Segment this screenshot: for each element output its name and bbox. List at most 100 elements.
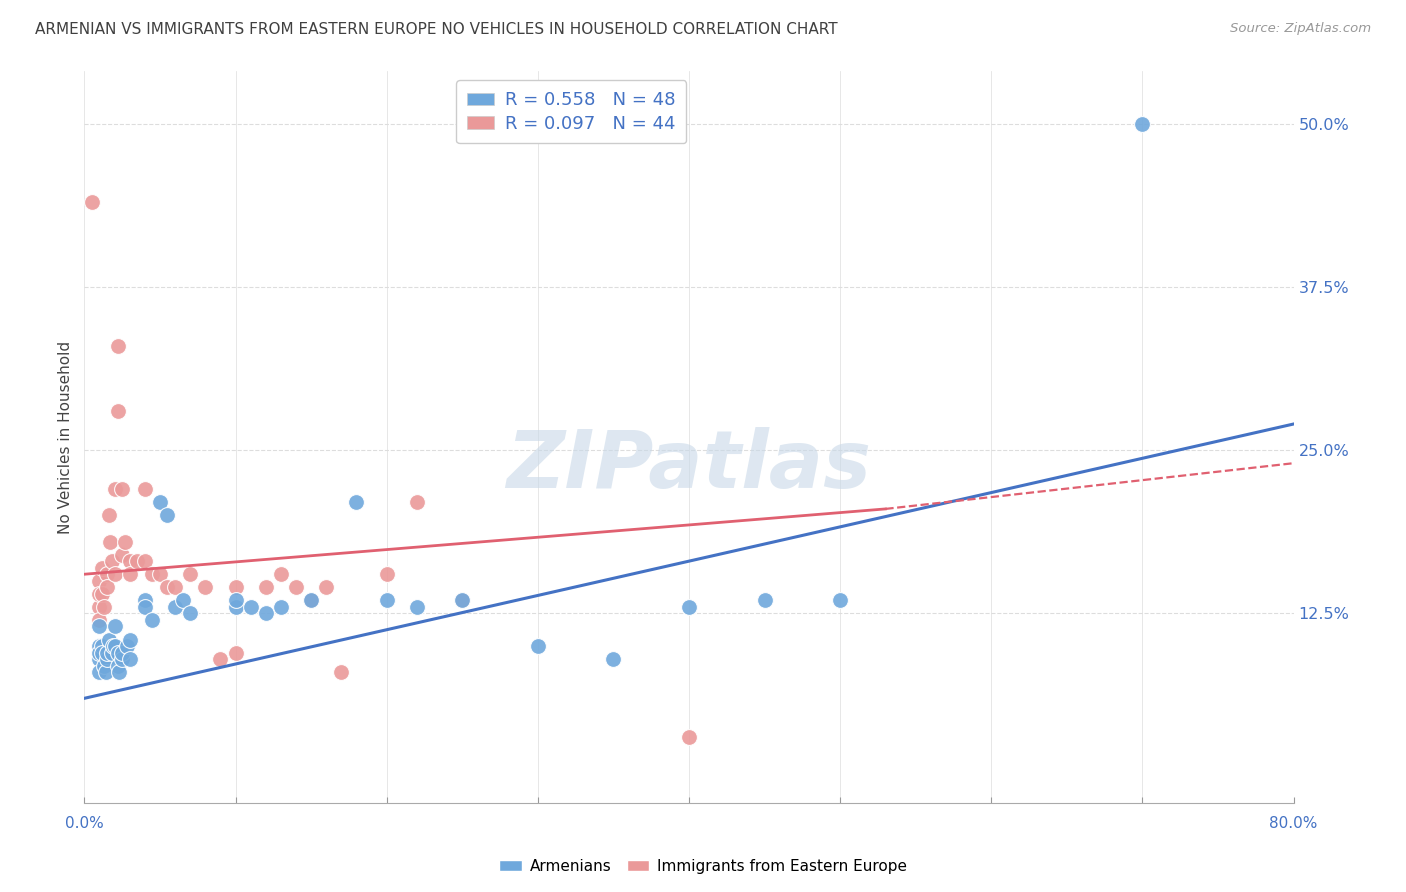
Point (284, 580, 308, 594)
Point (97, 632, 120, 647)
Point (94, 665, 117, 680)
Point (101, 639, 124, 653)
Point (194, 580, 217, 594)
Point (134, 554, 156, 568)
Point (89, 599, 111, 614)
Point (134, 593, 156, 607)
Point (406, 495, 429, 509)
Point (104, 619, 127, 633)
Point (107, 658, 129, 673)
Point (96, 580, 118, 594)
Point (225, 646, 247, 660)
Point (91, 646, 114, 660)
Point (104, 567, 127, 582)
Point (89, 619, 111, 633)
Point (89, 665, 111, 680)
Point (375, 567, 398, 582)
Text: Source: ZipAtlas.com: Source: ZipAtlas.com (1230, 22, 1371, 36)
Point (163, 580, 186, 594)
Point (100, 554, 122, 568)
Text: 0.0%: 0.0% (65, 815, 104, 830)
Point (526, 639, 548, 653)
Point (118, 652, 141, 666)
Point (104, 483, 127, 497)
Point (108, 665, 131, 680)
Point (451, 593, 474, 607)
Text: 80.0%: 80.0% (1270, 815, 1317, 830)
Point (115, 639, 138, 653)
Point (89, 613, 111, 627)
Point (375, 593, 398, 607)
Point (91, 560, 114, 574)
Point (91, 587, 114, 601)
Point (163, 599, 186, 614)
Point (111, 483, 134, 497)
Point (678, 731, 700, 745)
Point (127, 554, 149, 568)
Point (678, 599, 700, 614)
Point (179, 567, 201, 582)
Point (346, 495, 368, 509)
Point (80, 194, 103, 209)
Point (96, 652, 118, 666)
Point (134, 483, 156, 497)
Point (141, 567, 163, 582)
Point (93, 599, 115, 614)
Point (754, 593, 776, 607)
Point (172, 593, 194, 607)
Point (270, 599, 292, 614)
Point (406, 599, 429, 614)
Point (299, 593, 322, 607)
Point (602, 652, 624, 666)
Point (315, 580, 337, 594)
Text: ARMENIAN VS IMMIGRANTS FROM EASTERN EUROPE NO VEHICLES IN HOUSEHOLD CORRELATION : ARMENIAN VS IMMIGRANTS FROM EASTERN EURO… (35, 22, 838, 37)
Point (254, 607, 277, 621)
Point (111, 646, 134, 660)
Point (118, 632, 141, 647)
Point (97, 508, 120, 523)
Point (299, 593, 322, 607)
Point (118, 554, 141, 568)
Point (225, 580, 247, 594)
Point (89, 587, 111, 601)
Y-axis label: No Vehicles in Household: No Vehicles in Household (58, 341, 73, 533)
Point (254, 580, 277, 594)
Point (451, 593, 474, 607)
Point (107, 404, 129, 418)
Point (98, 534, 121, 549)
Point (149, 495, 172, 509)
Point (89, 574, 111, 588)
Point (270, 567, 292, 582)
Point (225, 599, 247, 614)
Legend: R = 0.558   N = 48, R = 0.097   N = 44: R = 0.558 N = 48, R = 0.097 N = 44 (456, 80, 686, 144)
Point (225, 593, 247, 607)
Point (179, 607, 201, 621)
Point (89, 639, 111, 653)
Point (156, 508, 179, 523)
Point (89, 646, 111, 660)
Point (107, 339, 129, 353)
Point (156, 580, 179, 594)
Legend: Armenians, Immigrants from Eastern Europe: Armenians, Immigrants from Eastern Europ… (494, 853, 912, 880)
Point (118, 567, 141, 582)
Point (96, 646, 118, 660)
Point (330, 665, 353, 680)
Point (111, 652, 134, 666)
Point (1130, 117, 1153, 131)
Point (107, 646, 129, 660)
Point (134, 599, 156, 614)
Point (96, 567, 118, 582)
Point (104, 639, 127, 653)
Point (93, 658, 115, 673)
Point (89, 652, 111, 666)
Point (91, 639, 114, 653)
Point (149, 567, 172, 582)
Point (141, 613, 163, 627)
Point (239, 599, 262, 614)
Text: ZIPatlas: ZIPatlas (506, 427, 872, 506)
Point (111, 548, 134, 562)
Point (830, 593, 852, 607)
Point (114, 534, 136, 549)
Point (100, 646, 122, 660)
Point (209, 652, 232, 666)
